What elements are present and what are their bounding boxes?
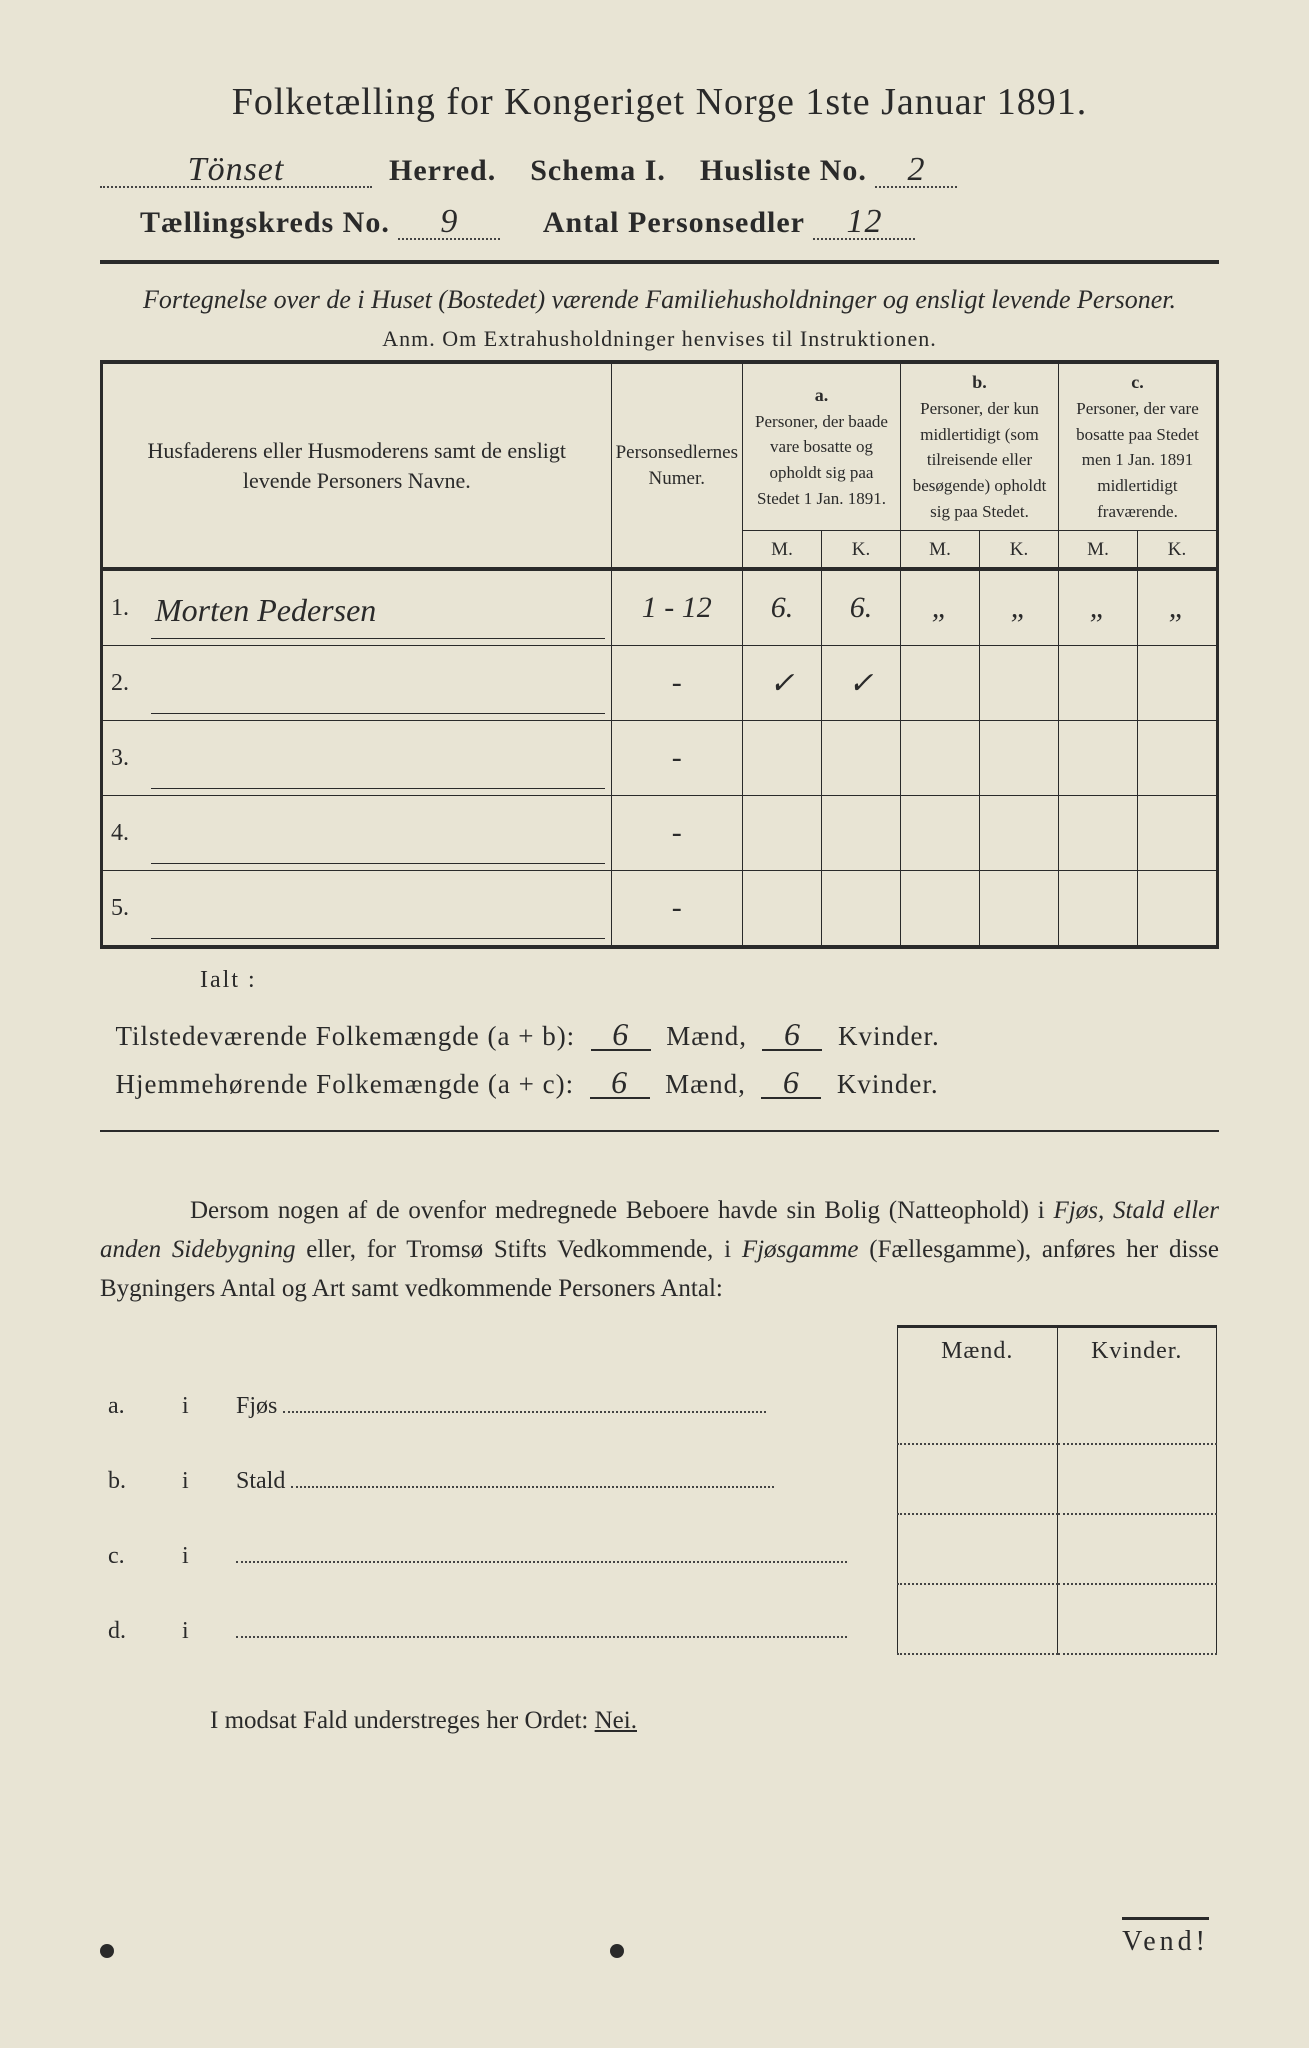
divider-2 [100, 1130, 1219, 1132]
table-row: 3. - [102, 721, 1218, 796]
table-row: 2. - ✓ ✓ [102, 646, 1218, 721]
kreds-value: 9 [398, 207, 500, 240]
mk-mini-table: Mænd. Kvinder. [897, 1325, 1217, 1655]
nei-word: Nei. [595, 1707, 637, 1734]
footer-line: I modsat Fald understreges her Ordet: Ne… [210, 1707, 1219, 1735]
th-c-k: K. [1138, 531, 1218, 570]
census-form-page: Folketælling for Kongeriget Norge 1ste J… [0, 0, 1309, 2048]
th-a-k: K. [822, 531, 901, 570]
th-a: a. Personer, der baade vare bosatte og o… [743, 362, 901, 530]
tot2-m: 6 [590, 1068, 650, 1099]
main-table: Husfaderens eller Husmoderens samt de en… [100, 360, 1219, 949]
vend-label: Vend! [1122, 1917, 1209, 1958]
antal-label: Antal Personsedler [543, 206, 805, 239]
husliste-label: Husliste No. [700, 154, 867, 187]
th-c-m: M. [1059, 531, 1138, 570]
th-numer: Personsedlernes Numer. [611, 362, 742, 569]
divider-1 [100, 260, 1219, 264]
th-b-m: M. [901, 531, 980, 570]
table-row: 5. - [102, 871, 1218, 948]
tot1-k: 6 [762, 1020, 822, 1051]
mk-k: Kvinder. [1057, 1326, 1217, 1375]
kreds-label: Tællingskreds No. [140, 206, 390, 239]
table-row: 1. Morten Pedersen 1 - 12 6. 6. „ „ „ „ [102, 569, 1218, 646]
ialt-label: Ialt : [200, 967, 1219, 994]
schema-label: Schema I. [530, 154, 666, 187]
anm-note: Anm. Om Extrahusholdninger henvises til … [100, 326, 1219, 352]
totals-row-2: Hjemmehørende Folkemængde (a + c): 6 Mæn… [100, 1068, 1219, 1100]
subtitle: Fortegnelse over de i Huset (Bostedet) v… [100, 282, 1219, 318]
mk-m: Mænd. [898, 1326, 1058, 1375]
table-body: 1. Morten Pedersen 1 - 12 6. 6. „ „ „ „ … [102, 569, 1218, 947]
antal-value: 12 [813, 207, 915, 240]
table-row: 4. - [102, 796, 1218, 871]
header-row-2: Tællingskreds No. 9 Antal Personsedler 1… [140, 206, 1219, 240]
punch-hole-icon [610, 1944, 624, 1958]
herred-label: Herred. [389, 154, 496, 187]
herred-value: Tönset [100, 155, 372, 188]
punch-hole-icon [100, 1944, 114, 1958]
th-a-m: M. [743, 531, 822, 570]
totals-block: Tilstedeværende Folkemængde (a + b): 6 M… [100, 1020, 1219, 1100]
header-row-1: Tönset Herred. Schema I. Husliste No. 2 [100, 154, 1219, 188]
th-b-k: K. [980, 531, 1059, 570]
th-b: b. Personer, der kun midlertidigt (som t… [901, 362, 1059, 530]
th-c: c. Personer, der vare bosatte paa Stedet… [1059, 362, 1218, 530]
page-title: Folketælling for Kongeriget Norge 1ste J… [100, 80, 1219, 124]
tot1-m: 6 [591, 1020, 651, 1051]
side-table: Mænd. Kvinder. a. i Fjøs b. i Stald c. [100, 1323, 1219, 1657]
th-names: Husfaderens eller Husmoderens samt de en… [102, 362, 612, 569]
tot2-k: 6 [761, 1068, 821, 1099]
totals-row-1: Tilstedeværende Folkemængde (a + b): 6 M… [100, 1020, 1219, 1052]
husliste-value: 2 [875, 155, 957, 188]
paragraph: Dersom nogen af de ovenfor medregnede Be… [100, 1192, 1219, 1308]
